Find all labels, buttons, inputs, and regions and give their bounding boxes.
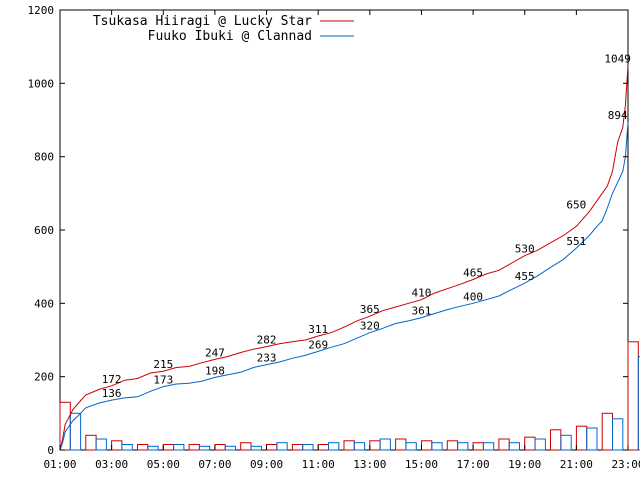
y-tick-label: 0 [47, 444, 54, 457]
bar-series-2-hour-1300 [379, 438, 391, 451]
bar-series-2-hour-2200 [612, 418, 624, 451]
bar-series-1-hour-2200 [601, 412, 614, 451]
plot-area [59, 9, 629, 451]
bar-series-1-hour-0400 [137, 444, 149, 451]
bar-series-1-hour-1700 [472, 442, 484, 451]
data-label-series-1: 410 [412, 287, 432, 300]
data-label-series-2: 320 [360, 320, 380, 333]
bar-series-1-hour-0600 [188, 444, 200, 451]
bar-series-2-hour-1700 [482, 442, 495, 451]
y-tick-label: 800 [34, 151, 54, 164]
data-label-series-2: 551 [566, 235, 586, 248]
bar-series-1-hour-1600 [446, 440, 459, 451]
data-label-series-1: 465 [463, 267, 483, 280]
x-tick-label: 21:00 [560, 458, 593, 471]
bar-series-2-hour-0200 [95, 438, 107, 451]
data-label-series-2: 173 [153, 374, 173, 387]
x-tick-label: 11:00 [302, 458, 335, 471]
data-label-series-1: 247 [205, 346, 225, 359]
data-label-series-2: 361 [412, 305, 432, 318]
bar-series-1-hour-2300 [627, 341, 639, 451]
bar-series-2-hour-1100 [328, 442, 340, 451]
data-label-series-1: 1049 [604, 52, 631, 65]
bar-series-2-hour-2300 [637, 356, 640, 451]
bar-series-2-hour-2000 [560, 434, 572, 451]
bar-series-2-hour-0600 [198, 445, 211, 451]
bar-series-2-hour-2100 [586, 427, 598, 451]
x-tick-label: 15:00 [405, 458, 438, 471]
data-label-series-1: 282 [257, 334, 277, 347]
bar-series-1-hour-1500 [421, 440, 433, 451]
bar-series-1-hour-1200 [343, 440, 355, 451]
data-label-series-1: 311 [308, 323, 328, 336]
data-label-series-1: 365 [360, 303, 380, 316]
data-label-series-2: 233 [257, 352, 277, 365]
hourly-bars [59, 341, 640, 451]
x-tick-label: 17:00 [457, 458, 490, 471]
y-tick-label: 400 [34, 297, 54, 310]
x-tick-label: 09:00 [250, 458, 283, 471]
bar-series-2-hour-0300 [121, 444, 133, 451]
bar-series-2-hour-1200 [353, 442, 366, 451]
data-label-series-1: 215 [153, 358, 173, 371]
x-tick-label: 03:00 [95, 458, 128, 471]
bar-series-2-hour-1600 [457, 442, 469, 451]
legend-label-series-1: Tsukasa Hiiragi @ Lucky Star [93, 14, 312, 29]
data-labels: 172 215 247 282 311 365 410 465 530 650 1049 136 173… [102, 52, 631, 400]
bar-series-1-hour-2000 [550, 429, 562, 451]
bar-series-2-hour-0900 [276, 442, 288, 451]
x-tick-label: 01:00 [43, 458, 76, 471]
bar-series-1-hour-0700 [214, 444, 226, 451]
bar-series-1-hour-1300 [369, 440, 381, 451]
bar-series-2-hour-0700 [224, 445, 236, 451]
axis-ticks: 0 200 400 600 800 1000 1200 01:00 03:00 05:00 07:0… [28, 4, 640, 471]
bar-series-1-hour-1100 [317, 444, 330, 451]
data-label-series-2: 455 [515, 270, 535, 283]
x-tick-label: 07:00 [198, 458, 231, 471]
data-label-series-2: 198 [205, 364, 225, 377]
y-tick-label: 1000 [28, 77, 55, 90]
bar-series-2-hour-1800 [508, 442, 521, 451]
bar-series-2-hour-0500 [173, 444, 185, 451]
x-tick-label: 13:00 [353, 458, 386, 471]
line-series-1 [59, 65, 629, 451]
bar-series-2-hour-0800 [250, 445, 262, 451]
bar-series-1-hour-0300 [111, 440, 123, 451]
cumulative-lines [59, 65, 629, 451]
bar-series-1-hour-1800 [498, 438, 510, 451]
bar-series-1-hour-0900 [266, 444, 278, 451]
x-tick-label: 23:00 [611, 458, 640, 471]
line-series-2 [59, 122, 629, 451]
bar-series-2-hour-0400 [147, 445, 159, 451]
bar-series-1-hour-1000 [291, 444, 304, 451]
bar-series-2-hour-1000 [302, 444, 314, 451]
bar-series-2-hour-0100 [69, 412, 82, 451]
bar-series-1-hour-1400 [395, 438, 407, 451]
x-tick-label: 19:00 [508, 458, 541, 471]
data-label-series-1: 172 [102, 373, 122, 386]
legend-label-series-2: Fuuko Ibuki @ Clannad [148, 29, 312, 44]
y-tick-label: 200 [34, 371, 54, 384]
y-tick-label: 1200 [28, 4, 55, 17]
data-label-series-2: 136 [102, 387, 122, 400]
bar-series-2-hour-1900 [534, 438, 546, 451]
x-tick-label: 05:00 [147, 458, 180, 471]
data-label-series-1: 530 [515, 243, 535, 256]
bar-series-1-hour-2100 [575, 425, 588, 451]
bar-series-2-hour-1400 [405, 442, 417, 451]
data-label-series-2: 269 [308, 338, 328, 351]
data-label-series-2: 894 [608, 109, 628, 122]
bar-series-1-hour-1900 [524, 436, 536, 451]
y-tick-label: 600 [34, 224, 54, 237]
bar-series-2-hour-1500 [431, 442, 443, 451]
bar-series-1-hour-0800 [240, 442, 252, 451]
bar-series-1-hour-0500 [162, 444, 175, 451]
legend: Tsukasa Hiiragi @ Lucky Star Fuuko Ibuki… [93, 14, 354, 44]
data-label-series-1: 650 [566, 199, 586, 212]
data-label-series-2: 400 [463, 290, 483, 303]
bar-series-1-hour-0200 [85, 434, 97, 451]
